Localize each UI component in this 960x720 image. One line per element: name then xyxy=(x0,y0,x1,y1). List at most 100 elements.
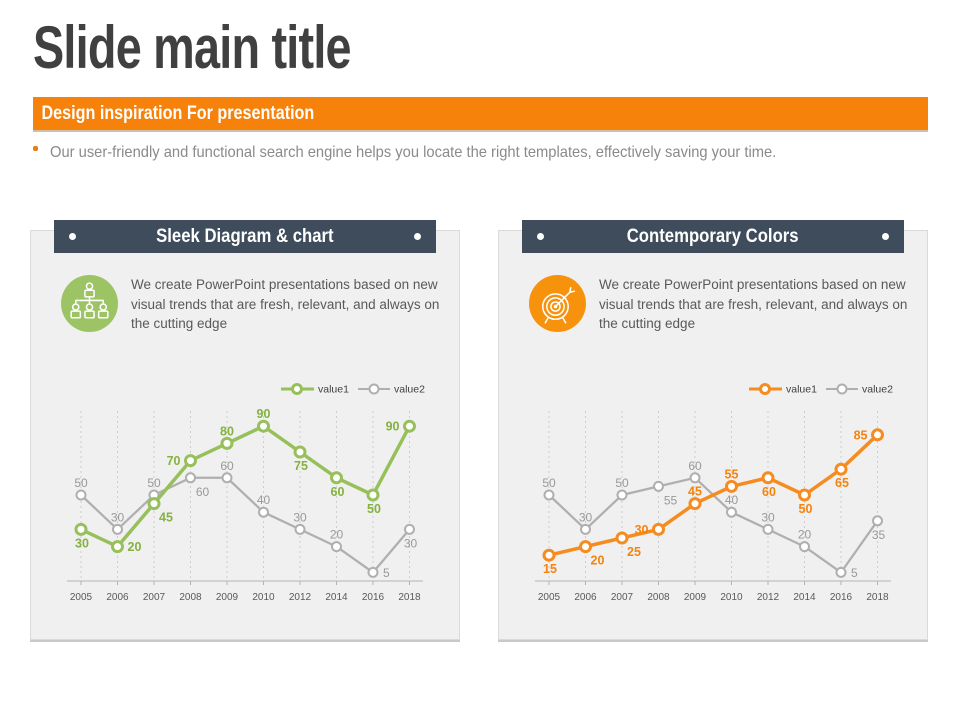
data-point xyxy=(220,436,234,450)
data-point xyxy=(330,471,343,485)
data-label: 30 xyxy=(293,510,307,524)
data-label: 75 xyxy=(294,459,308,473)
data-label: 5 xyxy=(383,566,390,580)
x-tick-label: 2005 xyxy=(538,592,561,603)
data-label: 45 xyxy=(159,511,173,525)
data-point xyxy=(872,515,883,527)
x-tick-label: 2014 xyxy=(793,592,816,603)
data-point xyxy=(112,523,123,535)
panel-description: We create PowerPoint presentations based… xyxy=(599,277,908,332)
data-point xyxy=(404,523,415,535)
data-point xyxy=(221,472,233,484)
panel-contemporary-colors: Contemporary Colors We create PowerPoint… xyxy=(498,220,928,640)
data-point xyxy=(366,488,380,502)
pin-dot-left xyxy=(537,233,544,240)
data-label: 45 xyxy=(688,485,702,499)
banner-label: Design inspiration For presentation xyxy=(41,103,315,124)
bullet-text: Our user-friendly and functional search … xyxy=(50,144,777,161)
data-label: 50 xyxy=(615,476,629,490)
data-point xyxy=(75,489,87,501)
data-label: 30 xyxy=(635,523,649,537)
panel-header: Sleek Diagram & chart xyxy=(54,220,436,253)
data-label: 30 xyxy=(404,536,418,550)
line-chart-sleek: 2005 2006 2007 2008 2009 2010 2012 2014 2016 2018… xyxy=(67,383,425,603)
x-tick-label: 2010 xyxy=(720,592,743,603)
data-point xyxy=(580,523,591,535)
data-label: 30 xyxy=(75,536,89,550)
legend: value1 value2 xyxy=(281,383,425,396)
data-point xyxy=(834,462,848,476)
data-point xyxy=(111,540,124,554)
target-icon xyxy=(529,275,586,332)
data-label: 60 xyxy=(762,485,776,499)
x-tick-label: 2009 xyxy=(684,592,707,603)
data-point xyxy=(542,548,556,562)
x-tick-label: 2018 xyxy=(866,592,889,603)
data-point xyxy=(726,506,737,518)
data-point xyxy=(871,428,884,442)
data-label: 90 xyxy=(257,407,271,421)
data-label: 80 xyxy=(220,424,234,438)
x-tick-label: 2010 xyxy=(252,592,275,603)
data-label: 50 xyxy=(799,502,813,516)
data-label: 50 xyxy=(147,476,161,490)
panel-sleek-diagram: Sleek Diagram & chart We create PowerPoi… xyxy=(30,220,460,640)
data-label: 35 xyxy=(872,528,886,542)
data-point xyxy=(185,472,196,484)
data-point xyxy=(653,480,664,492)
x-tick-label: 2008 xyxy=(179,592,202,603)
data-label: 90 xyxy=(386,420,400,434)
legend-label: value1 xyxy=(318,384,349,396)
data-point xyxy=(835,566,847,578)
data-label: 30 xyxy=(111,510,125,524)
data-label: 55 xyxy=(664,493,678,507)
x-tick-label: 2006 xyxy=(106,592,129,603)
data-point xyxy=(258,506,269,518)
data-label: 60 xyxy=(196,485,210,499)
data-label: 25 xyxy=(627,545,641,559)
data-label: 60 xyxy=(331,485,345,499)
x-tick-label: 2005 xyxy=(70,592,93,603)
data-point xyxy=(293,445,307,459)
data-point xyxy=(762,523,774,535)
data-label: 30 xyxy=(761,510,775,524)
data-point xyxy=(184,454,197,468)
data-point xyxy=(761,471,775,485)
org-chart-icon xyxy=(61,275,118,332)
data-label: 60 xyxy=(220,459,234,473)
data-label: 70 xyxy=(167,454,181,468)
data-label: 30 xyxy=(579,510,593,524)
panel-title: Sleek Diagram & chart xyxy=(156,226,334,247)
panel-description: We create PowerPoint presentations based… xyxy=(131,277,440,332)
series-value1: 30 20 45 70 80 90 75 60 50 90 xyxy=(74,407,416,554)
data-label: 85 xyxy=(854,428,868,442)
data-point xyxy=(689,472,701,484)
data-point xyxy=(616,489,628,501)
x-tick-label: 2016 xyxy=(362,592,385,603)
x-tick-label: 2012 xyxy=(289,592,312,603)
legend-label: value2 xyxy=(394,384,425,396)
x-axis: 2005 2006 2007 2008 2009 2010 2012 2014 2016 2018 xyxy=(67,580,423,603)
data-label: 5 xyxy=(851,566,858,580)
x-tick-label: 2012 xyxy=(757,592,780,603)
x-axis: 2005 2006 2007 2008 2009 2010 2012 2014 2016 2018 xyxy=(535,580,891,603)
series-value1: 15 20 25 30 45 55 60 50 65 85 xyxy=(542,428,884,576)
x-tick-label: 2008 xyxy=(647,592,670,603)
legend-label: value1 xyxy=(786,384,817,396)
x-tick-label: 2009 xyxy=(216,592,239,603)
legend-label: value2 xyxy=(862,384,893,396)
x-tick-label: 2006 xyxy=(574,592,597,603)
data-label: 20 xyxy=(591,554,605,568)
data-label: 40 xyxy=(725,493,739,507)
data-point xyxy=(74,522,88,536)
x-tick-label: 2014 xyxy=(325,592,348,603)
data-label: 20 xyxy=(330,528,344,542)
data-point xyxy=(688,497,702,511)
data-label: 20 xyxy=(798,528,812,542)
data-label: 60 xyxy=(688,459,702,473)
data-point xyxy=(799,541,810,553)
bullet-icon xyxy=(33,146,38,151)
pin-dot-left xyxy=(69,233,76,240)
data-label: 50 xyxy=(74,476,88,490)
data-point xyxy=(367,566,379,578)
